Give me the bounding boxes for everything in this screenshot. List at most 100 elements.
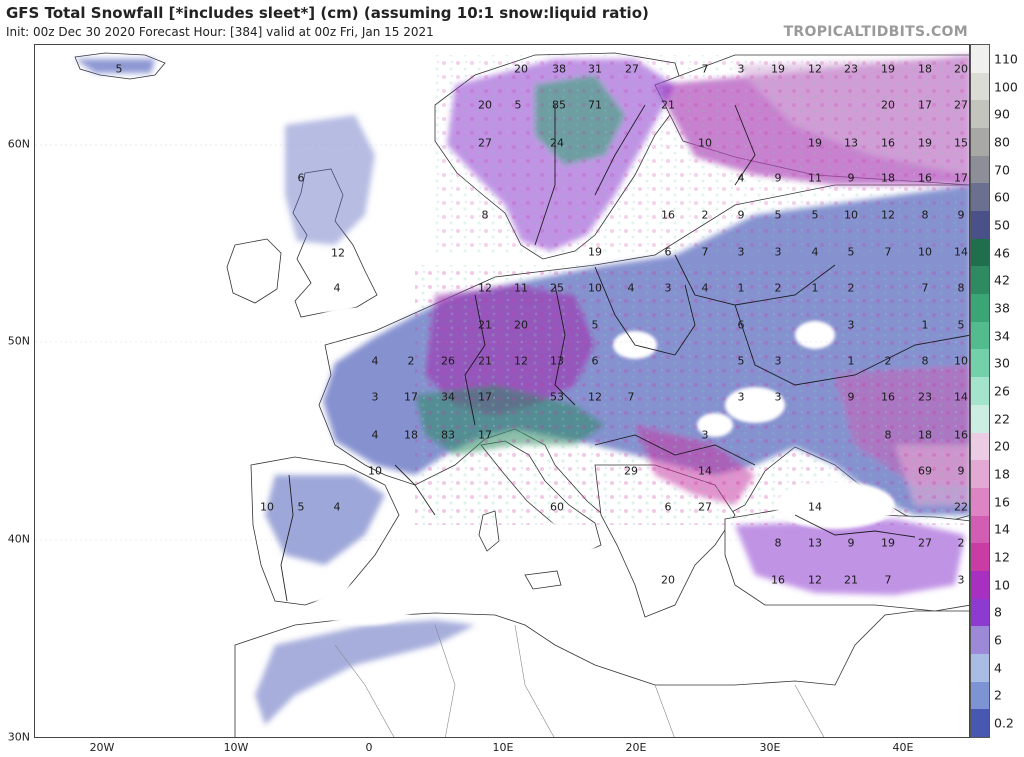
label-83-alps: 83 [441, 428, 455, 442]
label-3-russia2: 3 [737, 62, 745, 76]
colorbar-cell [971, 238, 989, 267]
colorbar-label: 80 [994, 134, 1010, 150]
colorbar-label: 20 [994, 438, 1010, 454]
lon-label-40e: 40E [892, 741, 914, 754]
label-20-norway1: 20 [514, 62, 528, 76]
label-7-croatia: 7 [627, 390, 635, 404]
label-10-russia37: 10 [954, 354, 968, 368]
label-7-russia30: 7 [884, 245, 892, 259]
label-23-russia39: 23 [918, 390, 932, 404]
label-22-georgia: 22 [954, 500, 968, 514]
label-27-russia11: 27 [954, 98, 968, 112]
colorbar-label: 30 [994, 355, 1010, 371]
lat-label-30n: 30N [7, 730, 30, 744]
label-7-turkey11: 7 [884, 573, 892, 587]
colorbar-cell [971, 100, 989, 129]
label-3-france: 3 [371, 390, 379, 404]
label-8-russia36: 8 [921, 354, 929, 368]
lat-label-60n: 60N [7, 137, 30, 151]
label-13-turkey3: 13 [808, 536, 822, 550]
label-16-russia43: 16 [954, 428, 968, 442]
label-69-caucasus: 69 [918, 464, 932, 478]
label-3-belarus3: 3 [737, 245, 745, 259]
colorbar-cell [971, 487, 989, 516]
colorbar-cell [971, 72, 989, 101]
label-21-turkey10: 21 [844, 573, 858, 587]
lon-label-0: 0 [365, 741, 373, 754]
label-10-russia24: 10 [844, 208, 858, 222]
label-20-russia8: 20 [954, 62, 968, 76]
label-3-romania2: 3 [737, 390, 745, 404]
label-34-alps: 34 [441, 390, 455, 404]
label-10-baltic: 10 [698, 136, 712, 150]
label-3-belarus4: 3 [774, 245, 782, 259]
label-20-greece: 20 [661, 573, 675, 587]
label-2-lithuania: 2 [701, 208, 709, 222]
label-26-france: 26 [441, 354, 455, 368]
label-6-albania: 6 [664, 500, 672, 514]
colorbar-label: 18 [994, 466, 1010, 482]
label-5-iceland: 5 [115, 62, 123, 76]
label-60-italy: 60 [550, 500, 564, 514]
label-27-greece: 27 [698, 500, 712, 514]
label-5-norway: 5 [514, 98, 522, 112]
map-canvas [35, 52, 969, 737]
label-11-germany: 11 [514, 281, 528, 295]
label-19-turkey5: 19 [881, 536, 895, 550]
africa-borders [334, 624, 825, 737]
lon-label-30e: 30E [759, 741, 781, 754]
label-19-russia3: 19 [771, 62, 785, 76]
label-13-russia13: 13 [844, 136, 858, 150]
label-7-belarus2: 7 [701, 245, 709, 259]
colorbar-cell [971, 626, 989, 655]
label-3-iran: 3 [957, 573, 965, 587]
colorbar-label: 100 [994, 79, 1018, 95]
label-15-russia16: 15 [954, 136, 968, 150]
label-20-russia9: 20 [881, 98, 895, 112]
label-9-russia27: 9 [957, 208, 965, 222]
label-8-russia34: 8 [957, 281, 965, 295]
label-4-spain: 4 [333, 500, 341, 514]
label-1-ukraine4: 1 [811, 281, 819, 295]
label-5-belarus: 5 [774, 208, 782, 222]
label-2-ukraine11: 2 [884, 354, 892, 368]
label-21-finland: 21 [661, 98, 675, 112]
label-20-czech: 20 [514, 318, 528, 332]
label-17-russia10: 17 [918, 98, 932, 112]
lat-label-40n: 40N [7, 532, 30, 546]
colorbar-cell [971, 183, 989, 212]
colorbar-cell [971, 570, 989, 599]
colorbar-cell [971, 404, 989, 433]
label-17-france: 17 [404, 390, 418, 404]
colorbar-label: 38 [994, 300, 1010, 316]
label-4-france-north: 4 [371, 354, 379, 368]
label-2-ukraine3: 2 [774, 281, 782, 295]
label-27-norway: 27 [478, 136, 492, 150]
label-21-germany-south: 21 [478, 354, 492, 368]
label-12-russia4: 12 [808, 62, 822, 76]
lon-label-10w: 10W [223, 741, 249, 754]
lon-label-20e: 20E [625, 741, 647, 754]
label-7-russia33: 7 [921, 281, 929, 295]
colorbar-cell [971, 709, 989, 738]
label-27-turkey6: 27 [918, 536, 932, 550]
colorbar-cell [971, 45, 989, 73]
label-12-russia25: 12 [881, 208, 895, 222]
label-12-austria: 12 [514, 354, 528, 368]
label-12-turkey9: 12 [808, 573, 822, 587]
label-2-ukraine5: 2 [847, 281, 855, 295]
label-24-sweden: 24 [550, 136, 564, 150]
colorbar-cell [971, 321, 989, 350]
label-4-france-south: 4 [371, 428, 379, 442]
colorbar-label: 12 [994, 549, 1010, 565]
label-19-russia6: 19 [881, 62, 895, 76]
label-5-russia29: 5 [847, 245, 855, 259]
label-85-sweden: 85 [552, 98, 566, 112]
label-12-slovenia: 12 [588, 390, 602, 404]
label-18-russia42: 18 [918, 428, 932, 442]
label-6-hungary: 6 [591, 354, 599, 368]
colorbar-cell [971, 211, 989, 240]
label-20-norway3: 20 [478, 98, 492, 112]
label-5-russia35: 5 [957, 318, 965, 332]
label-10-spain: 10 [368, 464, 382, 478]
